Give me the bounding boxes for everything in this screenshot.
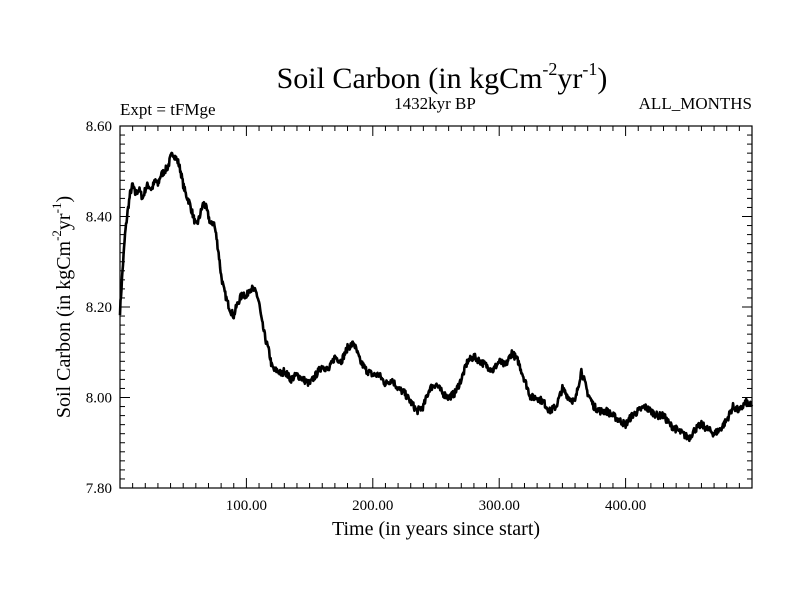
series-line	[118, 151, 754, 443]
y-axis-label: Soil Carbon (in kgCm-2yr-1)	[49, 196, 75, 418]
y-tick-label: 8.60	[86, 119, 112, 135]
x-tick-label: 400.00	[605, 498, 646, 514]
series-layer	[118, 151, 754, 443]
chart-title: Soil Carbon (in kgCm-2yr-1)	[277, 59, 608, 95]
period-label: 1432kyr BP	[394, 94, 476, 113]
x-tick-label: 200.00	[352, 498, 393, 514]
y-tick-label: 8.40	[86, 210, 112, 226]
y-tick-label: 7.80	[86, 481, 112, 497]
x-tick-labels: 100.00 200.00 300.00 400.00	[226, 498, 646, 514]
y-tick-label: 8.00	[86, 391, 112, 407]
x-tick-label: 300.00	[479, 498, 520, 514]
axis-ticks	[120, 126, 752, 488]
months-label: ALL_MONTHS	[639, 94, 752, 113]
experiment-label: Expt = tFMge	[120, 100, 216, 119]
y-tick-label: 8.20	[86, 300, 112, 316]
y-tick-labels: 7.80 8.00 8.20 8.40 8.60	[86, 119, 112, 497]
x-tick-label: 100.00	[226, 498, 267, 514]
plot-frame	[119, 125, 753, 489]
x-axis-label: Time (in years since start)	[332, 518, 540, 540]
